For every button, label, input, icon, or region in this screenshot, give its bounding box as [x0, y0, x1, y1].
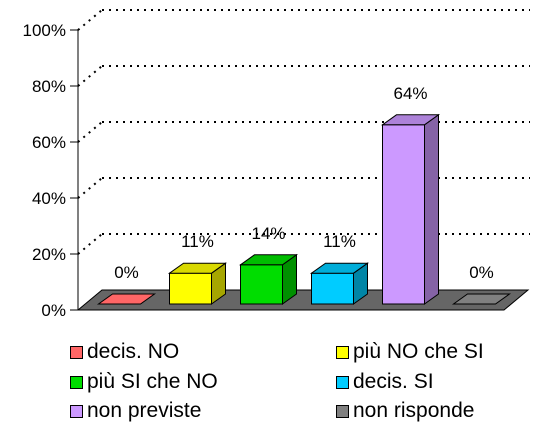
bar-top: [380, 114, 441, 126]
legend-item-non-risponde: non risponde: [336, 399, 474, 423]
gridline-diagonal: [77, 65, 103, 87]
gridline-diagonal: [77, 9, 103, 31]
legend-label: più SI che NO: [87, 370, 218, 393]
data-label: 11%: [181, 232, 214, 251]
legend-item-decis-no: decis. NO: [70, 340, 179, 364]
y-tick-label: 80%: [32, 77, 66, 96]
bar-front: [240, 264, 283, 305]
bars: [96, 113, 512, 305]
bar-top: [238, 254, 299, 266]
bar-front: [382, 124, 425, 305]
legend-swatch: [336, 404, 349, 418]
legend-label: non risponde: [353, 399, 475, 422]
y-tick-label: 0%: [41, 301, 66, 320]
gridline-diagonal: [77, 233, 103, 255]
bar-front: [311, 272, 354, 305]
bar-flat: [96, 293, 157, 305]
legend-item-non-previste: non previste: [70, 399, 201, 423]
legend-label: decis. SI: [353, 370, 434, 393]
legend-item-piu-si-che-no: più SI che NO: [70, 370, 218, 394]
legend-swatch: [70, 404, 83, 418]
gridline-diagonal: [77, 177, 103, 199]
y-tick-label: 20%: [32, 245, 66, 264]
gridline-diagonal: [77, 121, 103, 143]
data-label: 0%: [469, 263, 494, 282]
bar-top: [167, 262, 228, 274]
y-tick-label: 40%: [32, 189, 66, 208]
bar-chart: 0% 20% 40% 60% 80% 100% 0% 11% 14% 11% 64% 0%: [23, 9, 530, 320]
legend-item-piu-no-che-si: più NO che SI: [336, 340, 484, 364]
legend-label: non previste: [87, 399, 202, 422]
data-labels: 0% 11% 14% 11% 64% 0%: [114, 84, 494, 282]
legend-swatch: [336, 375, 349, 389]
legend-label: più NO che SI: [353, 340, 484, 363]
y-tick-label: 60%: [32, 133, 66, 152]
legend-swatch: [70, 375, 83, 389]
data-label: 14%: [251, 224, 285, 243]
bar-flat: [451, 293, 512, 305]
y-tick-label: 100%: [23, 21, 66, 40]
bar-front: [169, 272, 212, 305]
y-tick-labels: 0% 20% 40% 60% 80% 100%: [23, 21, 66, 320]
data-label: 11%: [323, 232, 356, 251]
legend-swatch: [70, 345, 83, 359]
bar-side: [424, 113, 439, 305]
legend-swatch: [336, 345, 349, 359]
legend: decis. NO più NO che SI più SI che NO de…: [70, 332, 532, 428]
gridlines: [77, 9, 530, 255]
data-label: 64%: [393, 84, 427, 103]
y-axis: [70, 29, 79, 311]
legend-item-decis-si: decis. SI: [336, 370, 434, 394]
bar-top: [309, 262, 370, 274]
legend-label: decis. NO: [87, 340, 180, 363]
data-label: 0%: [114, 263, 139, 282]
